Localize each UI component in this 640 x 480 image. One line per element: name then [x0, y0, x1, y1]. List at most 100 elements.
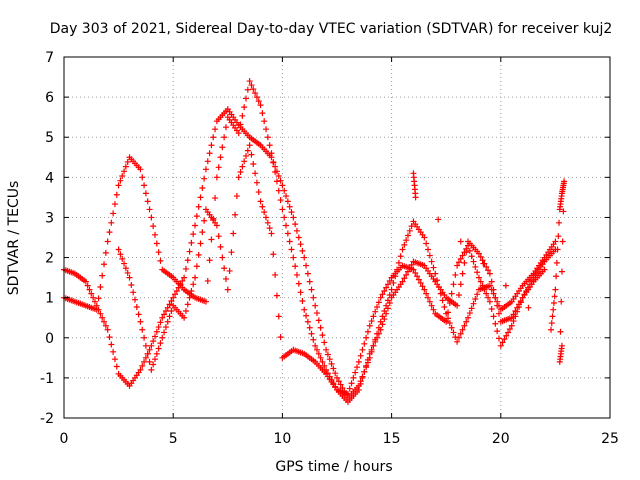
trace-marker [384, 281, 391, 288]
x-tick-label: 25 [601, 431, 619, 447]
trace-marker [324, 351, 331, 358]
data-point [148, 214, 155, 221]
trace-marker [261, 118, 268, 125]
trace-marker [319, 358, 326, 365]
trace-marker [477, 253, 484, 260]
trace-marker [142, 354, 149, 361]
x-tick-label: 0 [60, 431, 69, 447]
trace-marker [182, 308, 189, 315]
data-point [235, 130, 242, 137]
trace-marker [472, 263, 479, 270]
trace-marker [210, 134, 217, 141]
trace-marker [252, 90, 259, 97]
data-point [475, 250, 482, 257]
trace-marker [86, 286, 93, 293]
trace-marker [488, 278, 495, 285]
trace-marker [102, 249, 109, 256]
trace-marker [361, 368, 368, 375]
data-point [312, 302, 319, 309]
trace-marker [199, 185, 206, 192]
trace-marker [273, 292, 280, 299]
trace-marker [186, 294, 193, 301]
trace-marker [141, 358, 148, 365]
trace-marker [184, 257, 191, 264]
trace-marker [272, 163, 279, 170]
trace-marker [275, 172, 282, 179]
trace-marker [452, 334, 459, 341]
trace-marker [370, 342, 377, 349]
trace-marker [317, 324, 324, 331]
trace-marker [395, 259, 402, 266]
y-tick-label: 0 [45, 331, 54, 347]
trace-marker [122, 163, 129, 170]
trace-marker [288, 209, 295, 216]
trace-marker [492, 320, 499, 327]
data-point [104, 238, 111, 245]
trace-marker [479, 282, 486, 289]
trace-marker [195, 203, 202, 210]
trace-marker [375, 299, 382, 306]
trace-marker [419, 283, 426, 290]
trace-marker [359, 346, 366, 353]
trace-marker [372, 338, 379, 345]
trace-marker [477, 278, 484, 285]
trace-marker [558, 298, 565, 305]
trace-marker [131, 296, 138, 303]
trace-marker [386, 277, 393, 284]
trace-marker [461, 249, 468, 256]
data-point [421, 234, 428, 241]
trace-marker [237, 121, 244, 128]
trace-marker [297, 241, 304, 248]
trace-marker [425, 294, 431, 301]
trace-marker [346, 385, 353, 392]
trace-marker [474, 291, 481, 298]
grid-layer [64, 57, 610, 418]
trace-marker [310, 294, 317, 301]
trace-marker [110, 348, 117, 355]
trace-marker [84, 282, 91, 289]
trace-marker [111, 356, 118, 363]
trace-marker [113, 363, 120, 370]
x-tick-label: 15 [383, 431, 401, 447]
trace-marker [503, 332, 510, 339]
trace-marker [308, 286, 315, 293]
trace-marker [386, 300, 393, 307]
trace-marker [479, 257, 486, 264]
trace-marker [228, 249, 235, 256]
y-tick-label: 6 [45, 90, 54, 106]
trace-marker [142, 190, 149, 197]
trace-marker [383, 284, 390, 291]
data-point [508, 322, 515, 329]
trace-marker [426, 252, 433, 259]
trace-marker [222, 124, 229, 131]
data-point [412, 194, 419, 201]
trace-marker [259, 203, 266, 210]
trace-marker [101, 261, 108, 268]
trace-marker [152, 231, 158, 238]
data-point [454, 302, 461, 309]
data-point [552, 286, 559, 293]
x-tick-label: 5 [169, 431, 178, 447]
series-tail-points [410, 170, 568, 365]
trace-marker [553, 259, 560, 266]
trace-marker [485, 294, 492, 301]
trace-marker [244, 147, 251, 154]
trace-marker [499, 339, 506, 346]
trace-marker [124, 269, 131, 276]
data-point [115, 246, 122, 253]
axis-layer: -2 -1 0 1 2 3 4 5 6 7 0 5 10 15 20 25 [40, 50, 619, 447]
trace-marker [117, 251, 124, 258]
trace-marker [363, 362, 370, 369]
trace-marker [490, 313, 497, 320]
trace-marker [466, 310, 473, 317]
data-point [202, 166, 209, 173]
trace-marker [468, 253, 475, 260]
trace-marker [494, 328, 501, 335]
trace-marker [306, 324, 313, 331]
trace-marker [430, 306, 437, 313]
trace-marker [472, 296, 479, 303]
data-point [355, 358, 362, 365]
trace-marker [337, 381, 344, 388]
trace-marker [430, 264, 437, 271]
trace-marker [90, 294, 97, 301]
